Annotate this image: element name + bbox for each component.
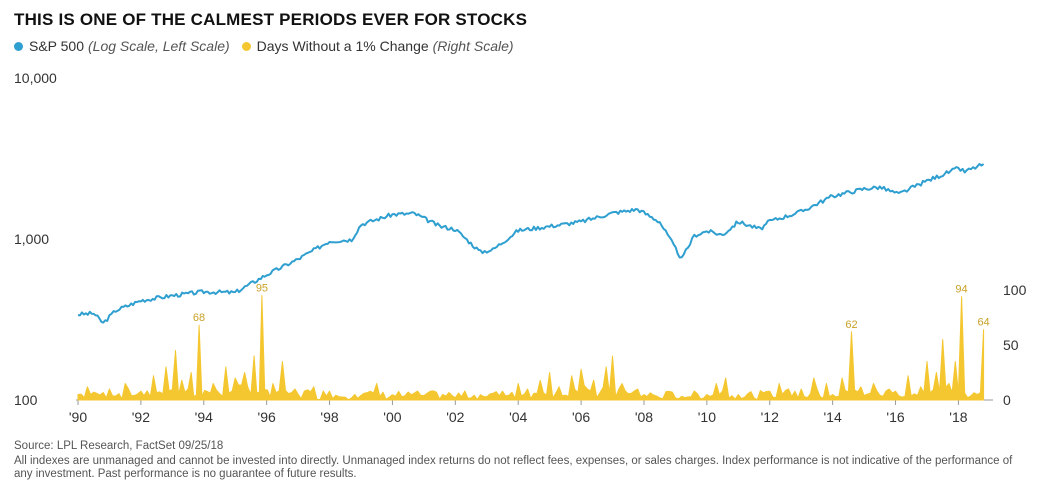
data-label: 95: [256, 283, 268, 295]
legend-label-days: Days Without a 1% Change: [256, 38, 429, 54]
source-note: Source: LPL Research, FactSet 09/25/18: [14, 440, 224, 452]
legend-swatch-days: [241, 41, 251, 51]
y-right-tick-label: 100: [1003, 282, 1027, 298]
x-tick-label: '06: [572, 409, 590, 425]
y-right-tick-label: 50: [1003, 337, 1019, 353]
legend-swatch-sp500: [14, 41, 23, 51]
x-tick-label: '04: [509, 409, 527, 425]
y-right-tick-label: 0: [1003, 392, 1011, 408]
x-tick-label: '00: [383, 409, 401, 425]
series-days-area: [77, 295, 985, 401]
x-tick-label: '90: [69, 409, 87, 425]
x-tick-label: '94: [195, 409, 213, 425]
chart-title: THIS IS ONE OF THE CALMEST PERIODS EVER …: [14, 10, 528, 29]
data-label: 68: [193, 312, 205, 324]
legend-label-sp500: S&P 500: [29, 38, 85, 54]
x-tick-label: '10: [698, 409, 716, 425]
legend-item-days: Days Without a 1% Change (Right Scale): [241, 38, 514, 54]
disclaimer-note: All indexes are unmanaged and cannot be …: [14, 455, 1013, 480]
x-tick-label: '08: [635, 409, 653, 425]
data-label: 62: [845, 319, 857, 331]
legend-note-sp500: (Log Scale, Left Scale): [88, 38, 230, 54]
chart-legend: S&P 500 (Log Scale, Left Scale) Days Wit…: [14, 38, 526, 54]
legend-note-days: (Right Scale): [432, 38, 514, 54]
y-left-tick-label: 10,000: [14, 70, 57, 86]
x-tick-label: '92: [132, 409, 150, 425]
data-label: 64: [977, 317, 989, 329]
y-left-tick-label: 1,000: [14, 231, 49, 247]
x-tick-label: '96: [258, 409, 276, 425]
x-tick-label: '18: [949, 409, 967, 425]
x-tick-label: '16: [886, 409, 904, 425]
x-tick-label: '98: [320, 409, 338, 425]
series-sp500-line: [77, 163, 985, 324]
y-left-tick-label: 100: [14, 392, 38, 408]
x-tick-label: '14: [824, 409, 842, 425]
legend-item-sp500: S&P 500 (Log Scale, Left Scale): [14, 38, 230, 54]
data-label: 94: [955, 284, 967, 296]
x-tick-label: '12: [761, 409, 779, 425]
x-tick-label: '02: [446, 409, 464, 425]
